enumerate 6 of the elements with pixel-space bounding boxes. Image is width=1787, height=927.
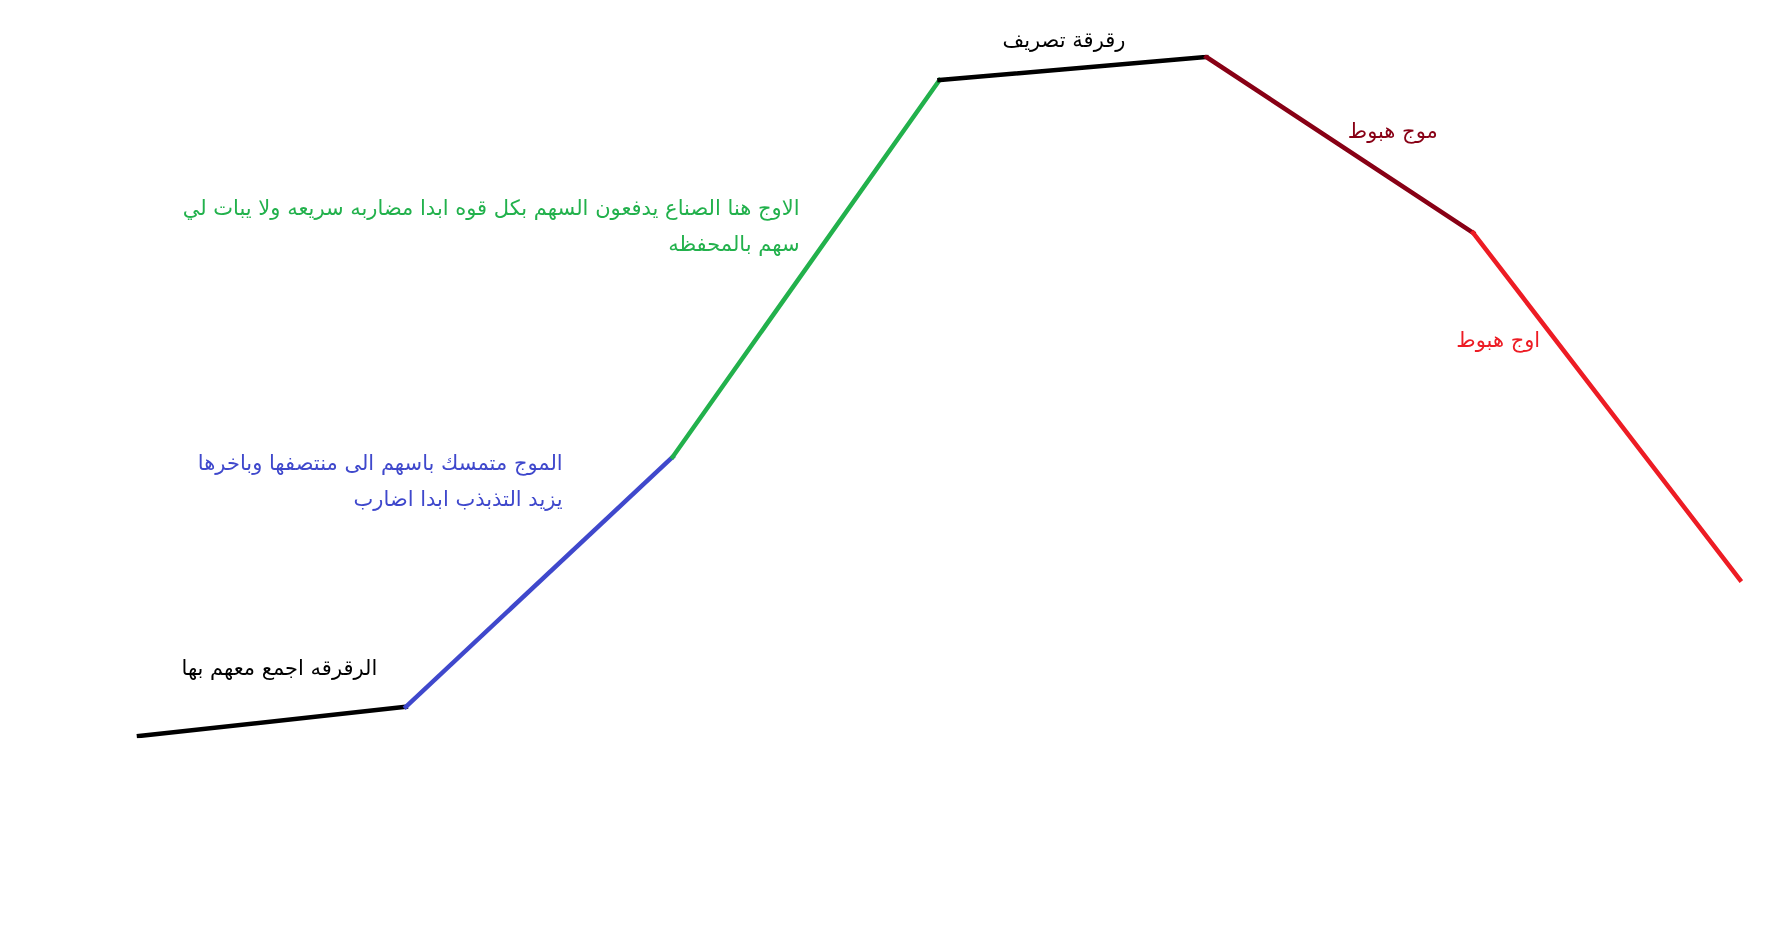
series-label: الرقرقه اجمع معهم بها (181, 656, 378, 682)
series-label: اوج هبوط (1456, 327, 1541, 353)
series-label: رقرقة تصريف (1002, 27, 1126, 52)
series-label: الاوج هنا الصناع يدفعون السهم بكل قوه ابدا مضاربه سريعه ولا يبات لي سهم بالمحفظه (182, 196, 800, 258)
series-label: موج هبوط (1347, 118, 1438, 144)
series-label: الموج متمسك باسهم الى منتصفها وباخرها يزيد التذبذب ابدا اضارب (197, 450, 563, 511)
